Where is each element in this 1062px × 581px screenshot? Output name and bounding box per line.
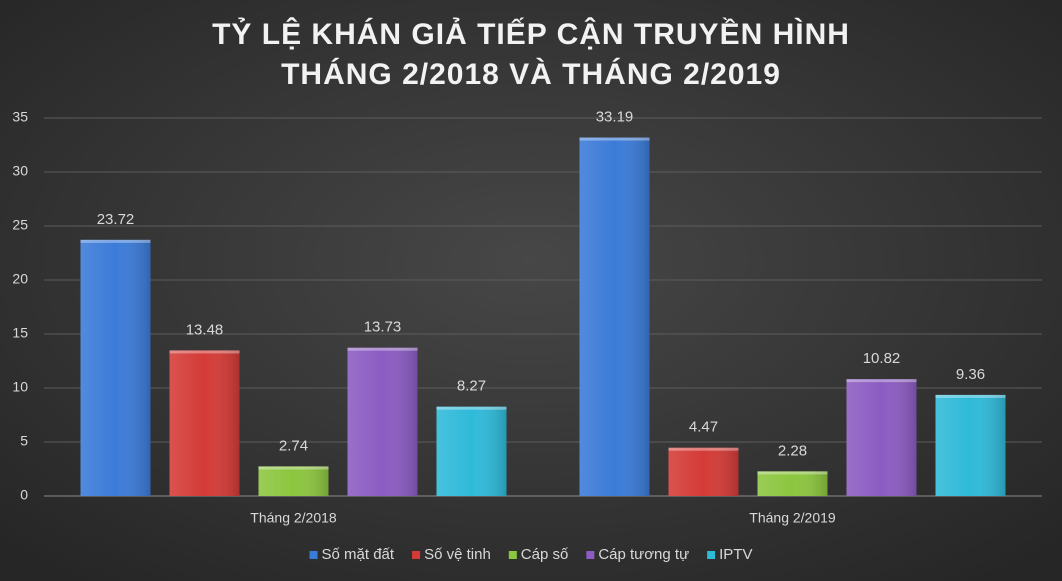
chart-title: TỶ LỆ KHÁN GIẢ TIẾP CẬN TRUYỀN HÌNH (212, 17, 850, 51)
bar-cap (347, 347, 418, 351)
data-label: 13.73 (364, 319, 402, 336)
data-label: 10.82 (863, 350, 901, 367)
bar-cap (169, 350, 240, 354)
y-tick-label: 25 (12, 217, 28, 233)
bar-shade (80, 239, 151, 496)
y-tick-label: 5 (20, 433, 28, 449)
legend-label: Số vệ tinh (424, 546, 491, 563)
y-tick-label: 35 (12, 109, 28, 125)
bar-cap (935, 394, 1006, 398)
bar-shade (757, 471, 828, 496)
data-label: 9.36 (956, 366, 985, 383)
legend-swatch (508, 551, 517, 559)
legend-swatch (309, 551, 318, 559)
y-tick-label: 10 (12, 379, 28, 395)
legend-label: Cáp số (521, 546, 569, 563)
data-label: 8.27 (457, 378, 486, 395)
x-tick-label: Tháng 2/2019 (749, 510, 836, 526)
y-tick-label: 0 (20, 487, 28, 503)
bar-shade (436, 406, 507, 496)
legend-swatch (707, 551, 716, 559)
bar-shade (935, 394, 1006, 496)
bar-cap (846, 379, 917, 383)
y-tick-label: 20 (12, 271, 28, 287)
bar-shade (347, 347, 418, 496)
bar-cap (80, 239, 151, 243)
x-tick-label: Tháng 2/2018 (250, 510, 337, 526)
legend-label: IPTV (719, 546, 752, 563)
y-tick-label: 15 (12, 325, 28, 341)
data-label: 2.74 (279, 437, 308, 454)
bar-shade (668, 447, 739, 496)
chart-title: THÁNG 2/2018 VÀ THÁNG 2/2019 (281, 57, 781, 91)
bar-shade (258, 466, 329, 496)
data-label: 33.19 (596, 109, 634, 126)
legend-swatch (586, 551, 595, 559)
bar-cap (757, 471, 828, 475)
data-label: 13.48 (186, 321, 224, 338)
data-label: 4.47 (689, 419, 718, 436)
data-label: 23.72 (97, 211, 135, 228)
legend-swatch (412, 551, 421, 559)
bar-cap (258, 466, 329, 470)
bar-cap (668, 447, 739, 451)
bar-cap (579, 137, 650, 141)
bar-shade (846, 379, 917, 496)
bar-shade (579, 137, 650, 496)
legend-label: Số mặt đất (322, 546, 395, 563)
data-label: 2.28 (778, 442, 807, 459)
bar-shade (169, 350, 240, 496)
bar-cap (436, 406, 507, 410)
legend-label: Cáp tương tự (598, 546, 689, 563)
y-tick-label: 30 (12, 163, 28, 179)
